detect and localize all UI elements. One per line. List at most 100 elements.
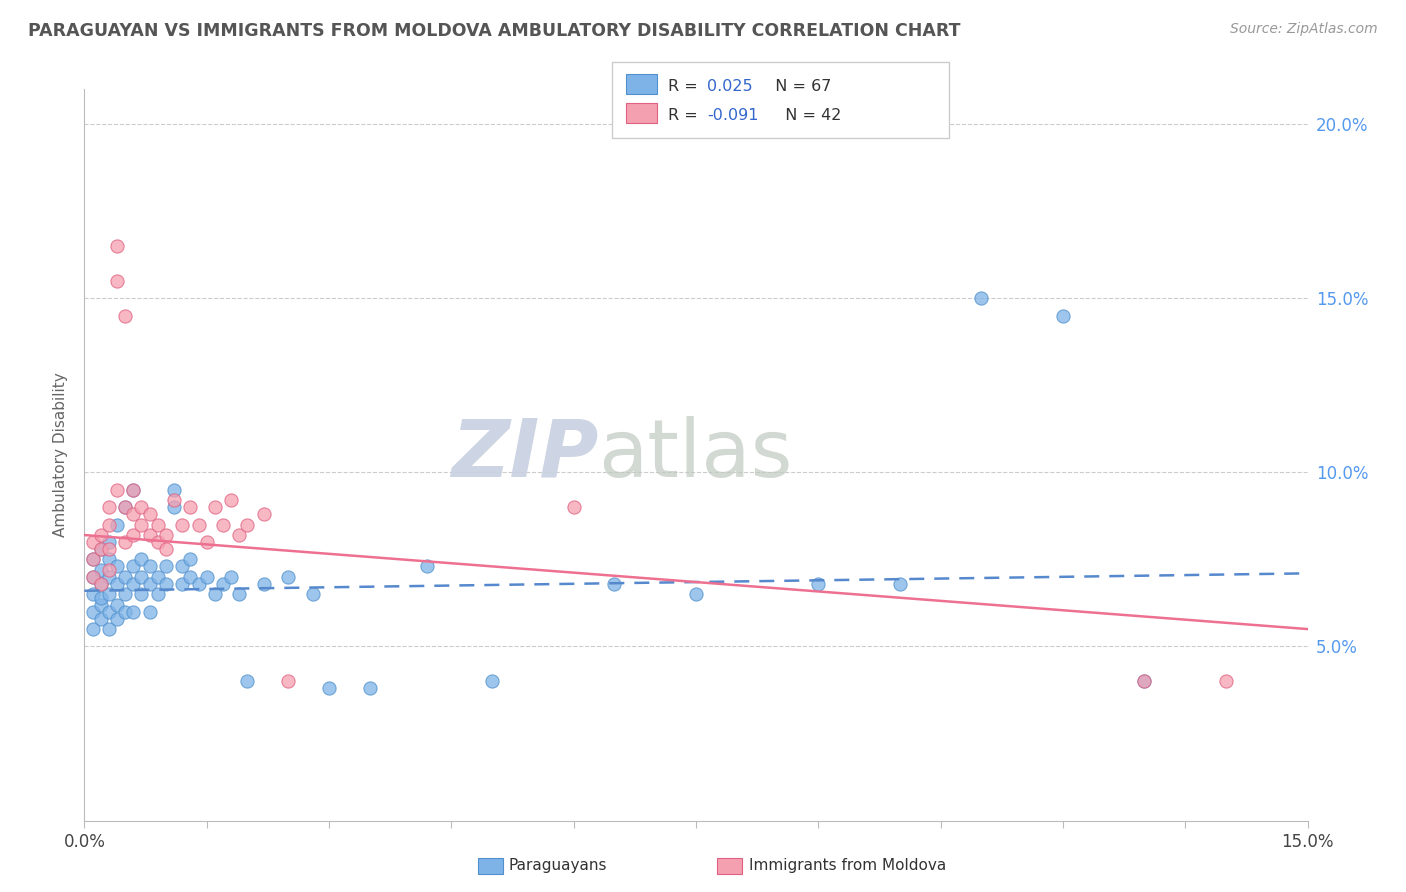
Point bbox=[90, 591, 112, 605]
Point bbox=[105, 517, 128, 532]
Point bbox=[97, 517, 120, 532]
Point bbox=[179, 552, 201, 566]
Point bbox=[114, 309, 136, 323]
Point bbox=[122, 528, 145, 542]
Point bbox=[187, 576, 209, 591]
Point bbox=[155, 576, 177, 591]
Point bbox=[481, 674, 503, 689]
Point bbox=[155, 559, 177, 574]
Point bbox=[105, 559, 128, 574]
Point bbox=[187, 517, 209, 532]
Point bbox=[146, 587, 169, 601]
Point bbox=[277, 674, 299, 689]
Point bbox=[114, 587, 136, 601]
Point bbox=[90, 598, 112, 612]
Point bbox=[1133, 674, 1156, 689]
Point bbox=[301, 587, 323, 601]
Point bbox=[138, 528, 160, 542]
Point bbox=[163, 500, 186, 515]
Point bbox=[138, 576, 160, 591]
Point bbox=[114, 535, 136, 549]
Point bbox=[114, 500, 136, 515]
Point bbox=[122, 576, 145, 591]
Point bbox=[90, 576, 112, 591]
Point bbox=[105, 274, 128, 288]
Point bbox=[204, 587, 226, 601]
Point bbox=[82, 552, 104, 566]
Point bbox=[562, 500, 585, 515]
Point bbox=[122, 483, 145, 497]
Point bbox=[212, 576, 235, 591]
Point bbox=[138, 507, 160, 521]
Point bbox=[212, 517, 235, 532]
Point bbox=[219, 570, 242, 584]
Point bbox=[1133, 674, 1156, 689]
Point bbox=[105, 239, 128, 253]
Point bbox=[179, 570, 201, 584]
Point bbox=[122, 605, 145, 619]
Point bbox=[122, 559, 145, 574]
Point bbox=[97, 605, 120, 619]
Point bbox=[82, 605, 104, 619]
Point bbox=[122, 483, 145, 497]
Point bbox=[131, 587, 153, 601]
Text: N = 42: N = 42 bbox=[775, 109, 841, 123]
Text: N = 67: N = 67 bbox=[765, 79, 831, 94]
Text: R =: R = bbox=[668, 109, 703, 123]
Point bbox=[105, 576, 128, 591]
Point bbox=[82, 535, 104, 549]
Point bbox=[131, 552, 153, 566]
Point bbox=[131, 517, 153, 532]
Point bbox=[82, 552, 104, 566]
Point bbox=[90, 563, 112, 577]
Text: atlas: atlas bbox=[598, 416, 793, 494]
Point bbox=[90, 541, 112, 556]
Text: 0.025: 0.025 bbox=[707, 79, 752, 94]
Point bbox=[82, 587, 104, 601]
Point bbox=[97, 563, 120, 577]
Point bbox=[195, 535, 218, 549]
Point bbox=[253, 576, 276, 591]
Point bbox=[277, 570, 299, 584]
Text: R =: R = bbox=[668, 79, 703, 94]
Point bbox=[1052, 309, 1074, 323]
Point bbox=[114, 500, 136, 515]
Point bbox=[90, 541, 112, 556]
Point bbox=[179, 500, 201, 515]
Point bbox=[970, 291, 993, 305]
Text: ZIP: ZIP bbox=[451, 416, 598, 494]
Point bbox=[97, 587, 120, 601]
Point bbox=[97, 552, 120, 566]
Text: Source: ZipAtlas.com: Source: ZipAtlas.com bbox=[1230, 22, 1378, 37]
Point bbox=[122, 507, 145, 521]
Point bbox=[105, 483, 128, 497]
Point bbox=[131, 570, 153, 584]
Point bbox=[172, 576, 194, 591]
Point bbox=[114, 570, 136, 584]
Text: Immigrants from Moldova: Immigrants from Moldova bbox=[749, 858, 946, 872]
Point bbox=[155, 528, 177, 542]
Point bbox=[163, 483, 186, 497]
Point bbox=[195, 570, 218, 584]
Point bbox=[416, 559, 439, 574]
Point bbox=[97, 622, 120, 636]
Point bbox=[1215, 674, 1237, 689]
Point bbox=[219, 493, 242, 508]
Point bbox=[603, 576, 626, 591]
Point bbox=[163, 493, 186, 508]
Point bbox=[90, 612, 112, 626]
Point bbox=[138, 605, 160, 619]
Point bbox=[90, 528, 112, 542]
Point bbox=[155, 541, 177, 556]
Point bbox=[82, 570, 104, 584]
Point bbox=[236, 674, 259, 689]
Point bbox=[236, 517, 259, 532]
Point bbox=[131, 500, 153, 515]
Text: PARAGUAYAN VS IMMIGRANTS FROM MOLDOVA AMBULATORY DISABILITY CORRELATION CHART: PARAGUAYAN VS IMMIGRANTS FROM MOLDOVA AM… bbox=[28, 22, 960, 40]
Point bbox=[105, 598, 128, 612]
Point bbox=[90, 576, 112, 591]
Point bbox=[146, 517, 169, 532]
Y-axis label: Ambulatory Disability: Ambulatory Disability bbox=[53, 373, 69, 537]
Point bbox=[97, 500, 120, 515]
Point bbox=[114, 605, 136, 619]
